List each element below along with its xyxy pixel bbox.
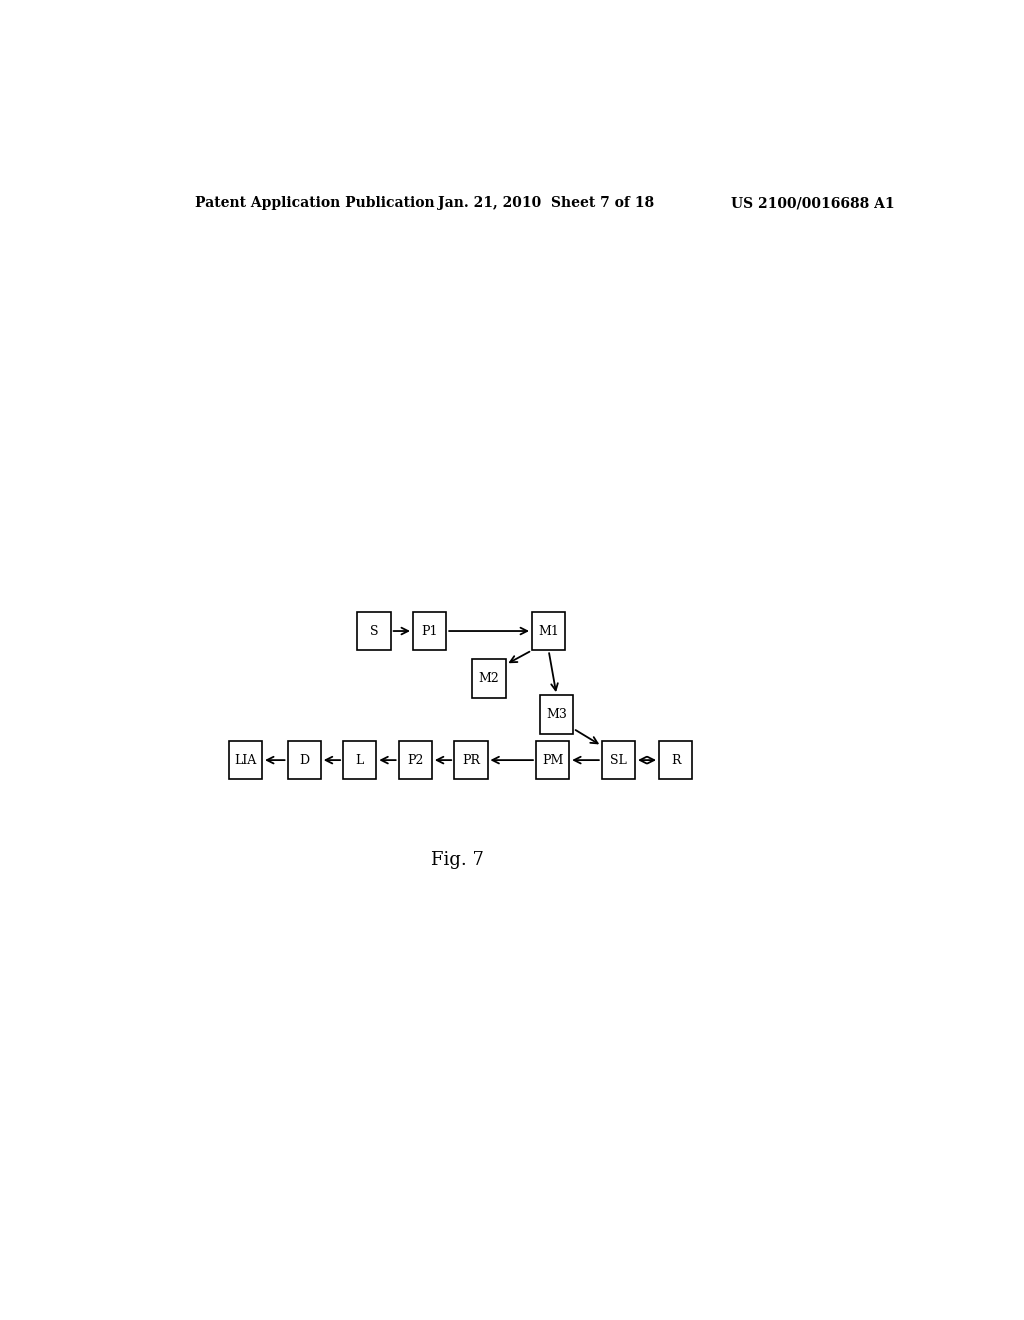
Text: D: D bbox=[299, 754, 309, 767]
FancyBboxPatch shape bbox=[343, 741, 377, 779]
FancyBboxPatch shape bbox=[531, 611, 565, 651]
FancyBboxPatch shape bbox=[540, 696, 573, 734]
Text: P2: P2 bbox=[408, 754, 424, 767]
Text: PM: PM bbox=[542, 754, 563, 767]
Text: S: S bbox=[370, 624, 378, 638]
Text: L: L bbox=[355, 754, 364, 767]
Text: R: R bbox=[671, 754, 680, 767]
FancyBboxPatch shape bbox=[398, 741, 432, 779]
FancyBboxPatch shape bbox=[228, 741, 262, 779]
Text: M1: M1 bbox=[539, 624, 559, 638]
FancyBboxPatch shape bbox=[658, 741, 692, 779]
Text: M3: M3 bbox=[546, 708, 567, 721]
Text: Patent Application Publication: Patent Application Publication bbox=[196, 195, 435, 210]
Text: PR: PR bbox=[462, 754, 480, 767]
FancyBboxPatch shape bbox=[357, 611, 391, 651]
FancyBboxPatch shape bbox=[455, 741, 487, 779]
FancyBboxPatch shape bbox=[536, 741, 569, 779]
Text: LIA: LIA bbox=[234, 754, 257, 767]
Text: Jan. 21, 2010  Sheet 7 of 18: Jan. 21, 2010 Sheet 7 of 18 bbox=[437, 195, 653, 210]
Text: US 2100/0016688 A1: US 2100/0016688 A1 bbox=[731, 195, 895, 210]
Text: P1: P1 bbox=[421, 624, 438, 638]
FancyBboxPatch shape bbox=[413, 611, 446, 651]
FancyBboxPatch shape bbox=[472, 660, 506, 698]
Text: Fig. 7: Fig. 7 bbox=[431, 850, 483, 869]
Text: SL: SL bbox=[610, 754, 627, 767]
FancyBboxPatch shape bbox=[288, 741, 321, 779]
FancyBboxPatch shape bbox=[602, 741, 635, 779]
Text: M2: M2 bbox=[478, 672, 500, 685]
